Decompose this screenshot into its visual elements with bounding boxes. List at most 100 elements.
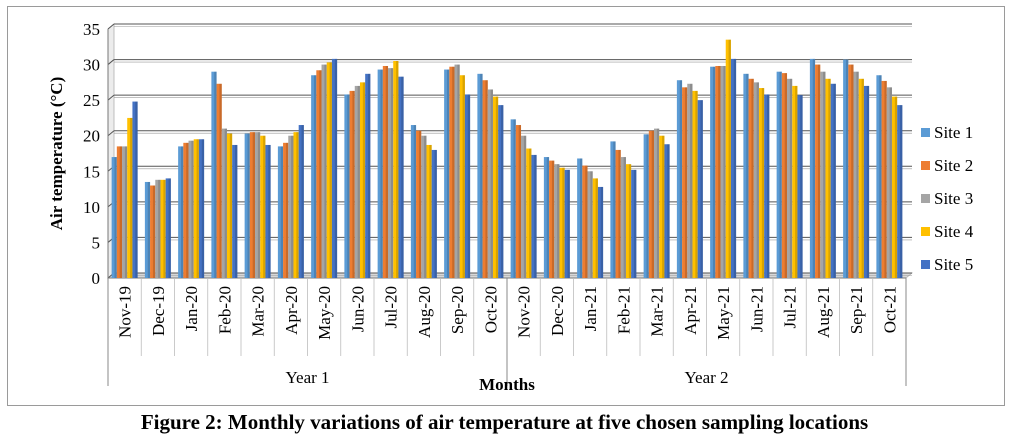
bar [288, 135, 294, 278]
bar [459, 75, 465, 279]
x-tick-label: Oct-21 [880, 286, 899, 333]
bar [377, 69, 383, 278]
bar [643, 134, 649, 278]
y-tick-label: 20 [83, 127, 100, 146]
bar-shade [856, 71, 859, 278]
bar [382, 65, 389, 279]
bar-shade [700, 100, 703, 278]
bar-shade [889, 87, 892, 278]
bar [316, 70, 322, 278]
figure-caption: Figure 2: Monthly variations of air temp… [140, 410, 869, 434]
bar [221, 128, 227, 278]
bar [825, 78, 831, 278]
bar [620, 157, 626, 278]
bar-shade [229, 133, 233, 278]
bar [687, 83, 693, 278]
bar-shade [219, 83, 222, 278]
bar [326, 62, 332, 278]
bar [482, 80, 488, 278]
bar [421, 135, 427, 278]
bar-shade [385, 65, 389, 279]
bar [249, 132, 256, 278]
bar-shade [324, 64, 327, 278]
bar-shade [429, 144, 432, 278]
bar-shade [623, 157, 626, 278]
bar [764, 94, 770, 278]
bar-shade [618, 149, 621, 278]
bar-shade [301, 125, 304, 278]
bar [776, 71, 782, 278]
bar [554, 164, 560, 278]
bar-shade [368, 73, 371, 278]
bar-shade [879, 75, 882, 279]
bar [526, 148, 532, 278]
bar [843, 59, 849, 279]
bar-shade [828, 78, 831, 278]
bar [587, 171, 593, 278]
bar [492, 96, 499, 278]
bar [283, 142, 289, 278]
bar-shade [490, 89, 493, 278]
bar [853, 71, 859, 278]
bar [487, 89, 493, 278]
bar [331, 58, 338, 278]
bar-shade [390, 68, 394, 278]
bar-shade [634, 169, 637, 278]
bar-shade [513, 119, 516, 278]
bar-shade [690, 83, 693, 278]
bar [144, 181, 151, 278]
bar-shade [628, 164, 632, 278]
legend-entry: Site 3 [934, 189, 973, 208]
legend-swatch [921, 194, 930, 203]
bar-shade [401, 76, 404, 278]
bar [577, 158, 583, 278]
group-label: Year 1 [285, 368, 329, 387]
bar-shade [894, 96, 898, 278]
bar-shade [462, 75, 465, 279]
bar-shade [900, 105, 903, 279]
y-tick-label: 5 [92, 233, 101, 252]
bar [521, 135, 527, 278]
bar-shade [152, 185, 156, 278]
bar-shade [135, 101, 138, 278]
bar [676, 80, 683, 278]
gridline-depth [107, 23, 115, 30]
bar [150, 185, 156, 278]
bar-shade [467, 94, 471, 278]
x-tick-label: Nov-19 [116, 286, 135, 338]
bar-shade [501, 105, 504, 279]
bar [710, 66, 716, 279]
bar [498, 105, 504, 279]
bar [111, 157, 117, 278]
bar [792, 85, 798, 278]
bar [321, 64, 327, 278]
bar [858, 78, 864, 278]
y-axis-title: Air temperature (°C) [47, 77, 66, 230]
bar-shade [424, 135, 427, 278]
bar [830, 83, 836, 278]
bar-shade [800, 95, 803, 278]
bar-shade [667, 144, 670, 278]
gridline-depth [107, 59, 115, 65]
bar [815, 64, 821, 278]
bar-shade [457, 64, 460, 278]
bar-shade [562, 167, 565, 278]
bar-shade [280, 146, 284, 278]
bar [876, 75, 882, 279]
bar [582, 165, 588, 278]
y-tick-label: 25 [83, 91, 100, 110]
bar [449, 66, 455, 279]
bar [659, 135, 665, 278]
bar-shade [362, 82, 366, 278]
bar [753, 82, 759, 278]
bar [597, 186, 604, 278]
bar [178, 146, 184, 278]
x-tick-label: Feb-20 [215, 286, 234, 334]
bar-shade [247, 133, 250, 278]
bar-shade [590, 171, 593, 278]
bar-shade [651, 130, 655, 278]
bar-shade [201, 139, 205, 278]
bar-shade [884, 80, 887, 279]
x-tick-label: May-20 [315, 286, 334, 340]
legend-entry: Site 1 [934, 123, 973, 142]
